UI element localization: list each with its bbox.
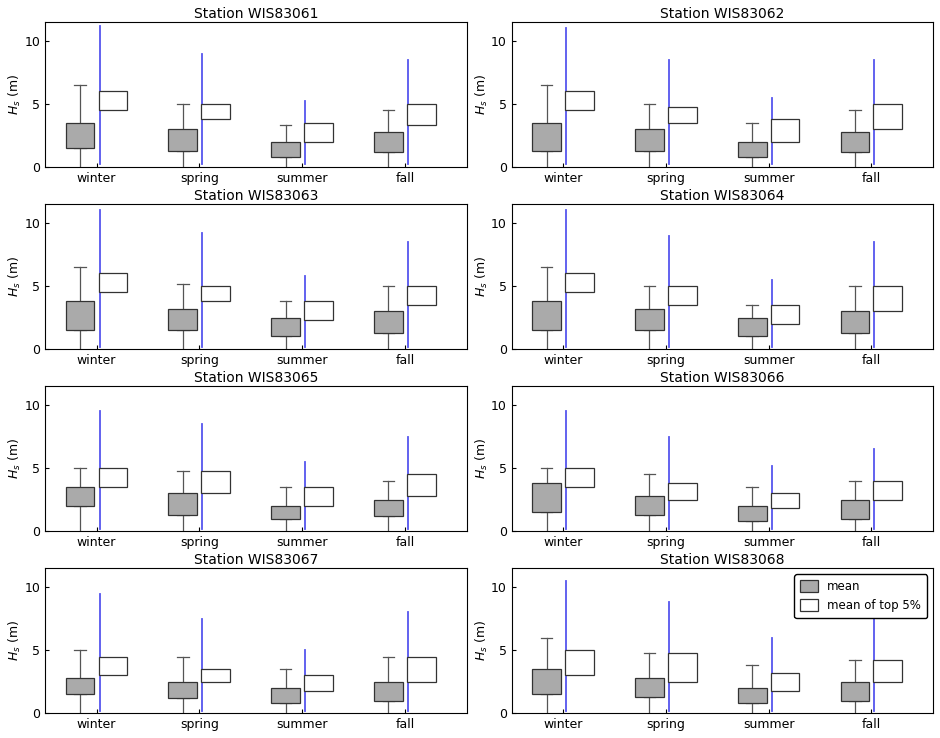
Bar	[738, 506, 766, 521]
Bar	[738, 317, 766, 337]
Bar	[272, 142, 300, 157]
Title: Station WIS83064: Station WIS83064	[660, 189, 785, 203]
Title: Station WIS83065: Station WIS83065	[194, 371, 318, 385]
Bar	[66, 487, 95, 506]
Bar	[873, 480, 902, 500]
Bar	[668, 106, 697, 123]
Bar	[668, 286, 697, 305]
Bar	[99, 468, 128, 487]
Bar	[840, 500, 870, 519]
Bar	[565, 274, 594, 292]
Title: Station WIS83062: Station WIS83062	[660, 7, 785, 21]
Bar	[532, 483, 561, 512]
Bar	[201, 471, 230, 493]
Bar	[635, 129, 664, 151]
Bar	[168, 682, 197, 698]
Bar	[771, 305, 799, 324]
Bar	[840, 131, 870, 152]
Bar	[99, 92, 128, 110]
Bar	[738, 688, 766, 703]
Bar	[565, 92, 594, 110]
Bar	[407, 104, 436, 125]
Bar	[771, 673, 799, 691]
Legend: mean, mean of top 5%: mean, mean of top 5%	[794, 574, 927, 618]
Bar	[873, 104, 902, 129]
Bar	[168, 129, 197, 151]
Title: Station WIS83063: Station WIS83063	[194, 189, 318, 203]
Y-axis label: $H_s$ (m): $H_s$ (m)	[474, 256, 490, 297]
Bar	[532, 669, 561, 694]
Y-axis label: $H_s$ (m): $H_s$ (m)	[474, 438, 490, 479]
Bar	[407, 657, 436, 682]
Bar	[565, 650, 594, 675]
Bar	[99, 274, 128, 292]
Title: Station WIS83066: Station WIS83066	[660, 371, 785, 385]
Bar	[840, 311, 870, 333]
Bar	[565, 468, 594, 487]
Y-axis label: $H_s$ (m): $H_s$ (m)	[474, 74, 490, 115]
Y-axis label: $H_s$ (m): $H_s$ (m)	[7, 438, 24, 479]
Bar	[635, 678, 664, 697]
Bar	[873, 661, 902, 682]
Bar	[635, 308, 664, 330]
Bar	[374, 131, 403, 152]
Bar	[374, 500, 403, 516]
Bar	[374, 682, 403, 700]
Bar	[201, 669, 230, 682]
Bar	[66, 678, 95, 694]
Bar	[66, 301, 95, 330]
Bar	[305, 123, 333, 142]
Bar	[66, 123, 95, 148]
Bar	[407, 286, 436, 305]
Bar	[407, 475, 436, 496]
Bar	[305, 675, 333, 691]
Bar	[168, 493, 197, 514]
Title: Station WIS83068: Station WIS83068	[660, 554, 785, 567]
Bar	[305, 487, 333, 506]
Y-axis label: $H_s$ (m): $H_s$ (m)	[7, 256, 24, 297]
Bar	[668, 652, 697, 682]
Bar	[201, 286, 230, 301]
Bar	[168, 308, 197, 330]
Bar	[99, 657, 128, 675]
Bar	[771, 493, 799, 508]
Bar	[532, 123, 561, 151]
Bar	[668, 483, 697, 500]
Bar	[532, 301, 561, 330]
Bar	[305, 301, 333, 320]
Bar	[635, 496, 664, 514]
Title: Station WIS83067: Station WIS83067	[194, 554, 318, 567]
Bar	[374, 311, 403, 333]
Bar	[272, 317, 300, 337]
Y-axis label: $H_s$ (m): $H_s$ (m)	[474, 620, 490, 661]
Bar	[771, 119, 799, 142]
Title: Station WIS83061: Station WIS83061	[194, 7, 318, 21]
Bar	[840, 682, 870, 700]
Bar	[272, 506, 300, 519]
Bar	[738, 142, 766, 157]
Y-axis label: $H_s$ (m): $H_s$ (m)	[7, 74, 24, 115]
Y-axis label: $H_s$ (m): $H_s$ (m)	[7, 620, 24, 661]
Bar	[272, 688, 300, 703]
Bar	[201, 104, 230, 119]
Bar	[873, 286, 902, 311]
